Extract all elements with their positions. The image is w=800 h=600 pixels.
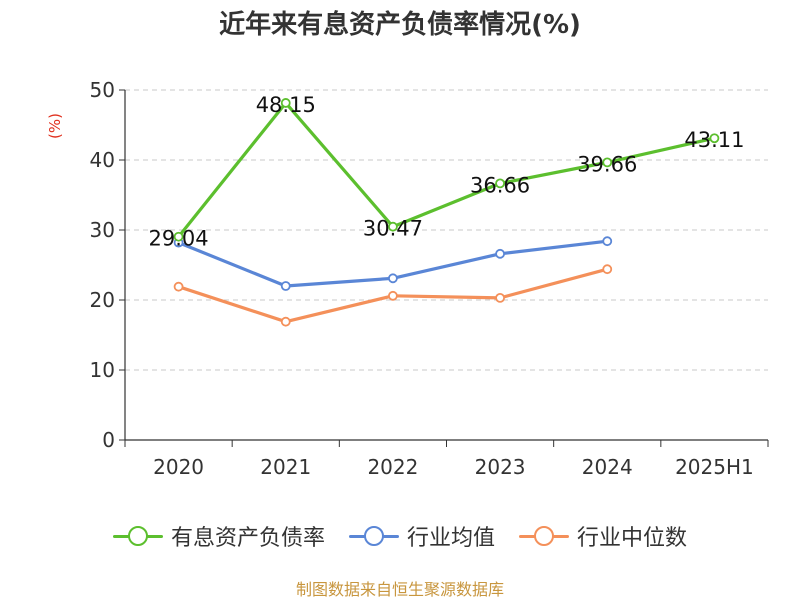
data-point [495,178,505,189]
data-point [173,231,184,242]
data-point [495,292,505,303]
y-tick-label: 0 [102,428,115,452]
data-labels: 29.04 48.15 30.47 36.66 39.66 43.11 [149,93,745,251]
data-point [602,264,613,275]
series-lines [173,98,720,327]
legend-swatch [348,524,399,548]
y-tick-label: 50 [90,78,115,102]
y-tick-label: 40 [90,148,115,172]
data-label: 29.04 [149,227,209,251]
gridlines [125,89,768,371]
data-point [709,133,720,144]
y-axis-label: (%) [46,113,64,139]
legend-item[interactable]: 行业中位数 [519,520,687,552]
data-point [280,281,291,291]
chart-title: 近年来有息资产负债率情况(%) [219,10,581,40]
x-tick-label: 2024 [582,455,633,479]
x-tick-label: 2021 [260,455,311,479]
data-label: 43.11 [684,128,744,152]
data-point [280,98,291,108]
y-tick-label: 20 [90,288,115,312]
x-tick-label: 2023 [475,455,526,479]
legend-swatch [112,524,163,548]
data-label: 48.15 [256,93,316,117]
legend-label: 有息资产负债率 [170,526,325,551]
data-point [280,316,291,327]
y-tick-label: 10 [90,358,115,382]
axes: 0 10 20 30 40 50 2020 2021 2022 2023 2024 2025H1 [90,78,769,479]
data-label: 39.66 [577,152,637,176]
data-point [388,221,398,232]
legend-swatch [519,524,569,548]
legend-label: 行业均值 [406,526,495,551]
x-tick-label: 2022 [367,455,418,479]
data-point [602,157,613,168]
data-label: 36.66 [470,173,530,197]
legend-item[interactable]: 行业均值 [348,520,495,552]
data-point [495,248,505,259]
data-point [388,273,398,284]
legend-item[interactable]: 有息资产负债率 [112,520,325,552]
data-point [388,290,398,301]
x-tick-label: 2020 [153,455,204,479]
source-note: 制图数据来自恒生聚源数据库 [295,580,504,599]
y-tick-label: 30 [90,218,115,242]
series-line-0 [177,101,715,238]
data-point [173,281,184,292]
x-tick-label: 2025H1 [675,455,754,479]
data-point [602,236,613,247]
legend-label: 行业中位数 [577,526,688,551]
legend: 有息资产负债率 行业均值 行业中位数 [0,518,800,554]
data-label: 30.47 [363,217,423,241]
